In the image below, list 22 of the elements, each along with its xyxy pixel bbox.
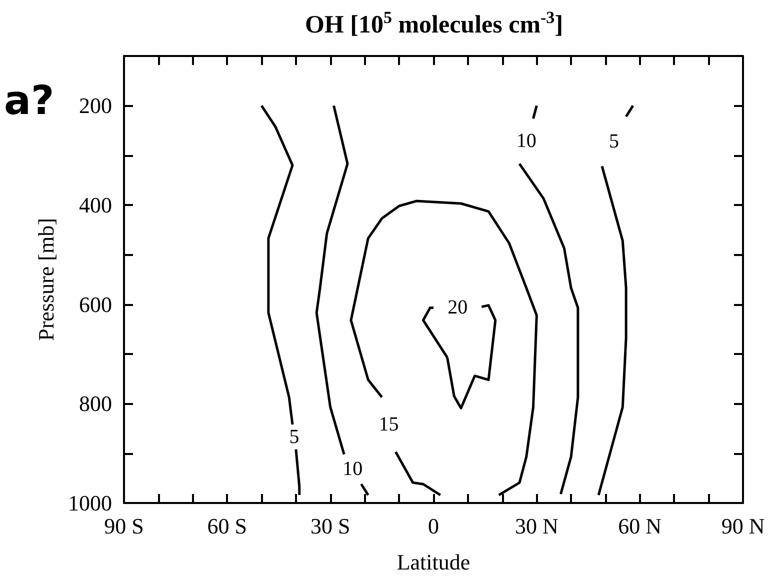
- series-label: 10: [342, 458, 363, 480]
- y-tick-label: 400: [79, 192, 112, 218]
- y-tick-label: 800: [79, 391, 112, 416]
- series-label: 15: [378, 414, 399, 436]
- series-label: 20: [448, 296, 468, 318]
- y-tick-label: 200: [79, 93, 112, 118]
- y-tick-label: 1000: [68, 490, 112, 516]
- x-tick-label: 30 S: [310, 514, 350, 538]
- y-tick-label: 600: [79, 292, 112, 317]
- x-tick-label: 60 N: [618, 514, 662, 538]
- x-tick-label: 0: [428, 514, 439, 538]
- text: a?: [4, 78, 54, 124]
- chart-title: OH [10$^{5}$ molecules cm$^{-3}$]: [304, 8, 564, 40]
- series-label: 10: [516, 130, 536, 152]
- x-tick-label: 90 N: [721, 514, 765, 538]
- series-label: 5: [289, 426, 300, 448]
- y-axis-title: Pressure [mb]: [34, 218, 59, 341]
- x-tick-label: 30 N: [514, 514, 558, 538]
- x-tick-label: 90 S: [104, 514, 144, 538]
- x-axis-title: Latitude: [396, 550, 470, 574]
- series-label: 5: [609, 130, 620, 152]
- x-tick-label: 60 S: [207, 514, 248, 538]
